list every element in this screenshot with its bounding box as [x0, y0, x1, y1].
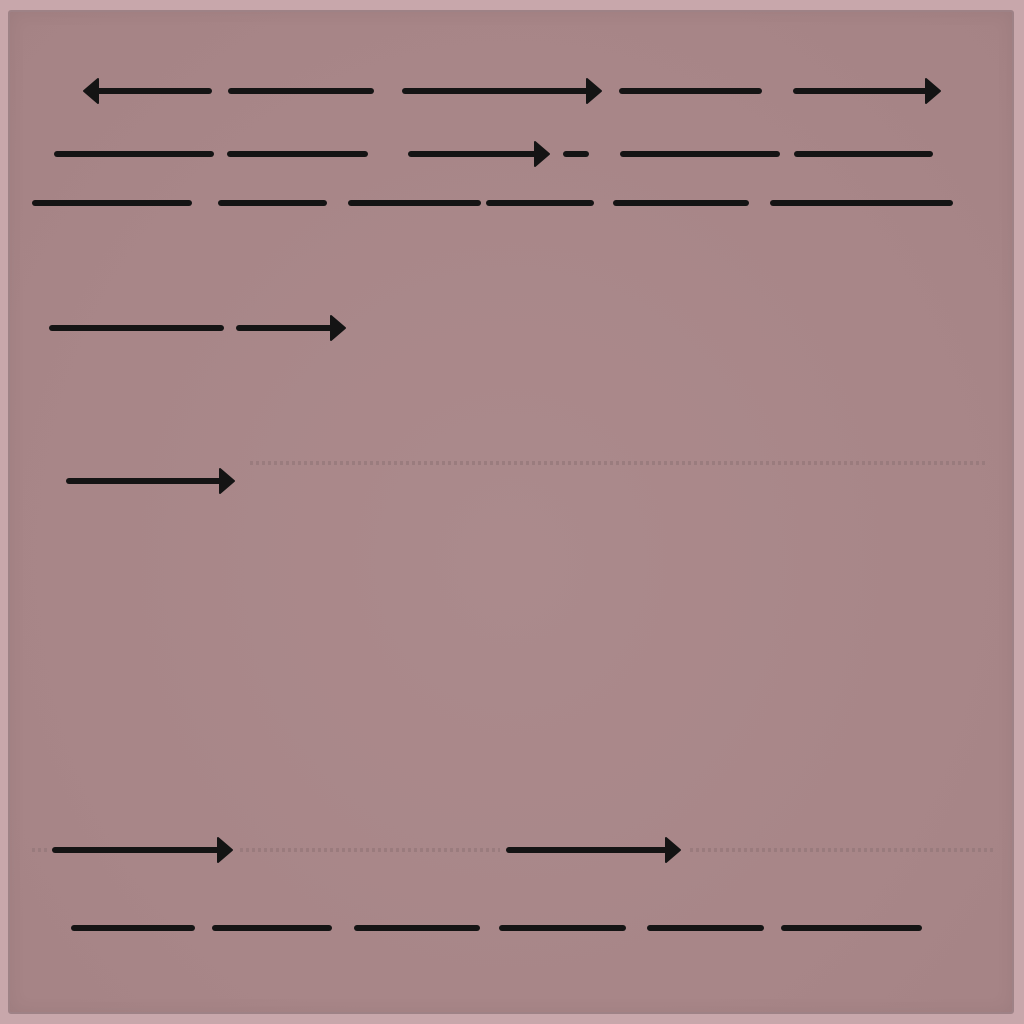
- row-4: [49, 315, 346, 341]
- row-1: [83, 78, 941, 104]
- arrow-head: [586, 78, 602, 104]
- arrow-right-icon: [402, 78, 602, 104]
- arrow-head: [330, 315, 346, 341]
- row-2: [54, 141, 933, 167]
- arrow-left-icon: [83, 78, 212, 104]
- arrow-right-icon: [52, 837, 233, 863]
- arrow-head: [925, 78, 941, 104]
- arrow-right-icon: [66, 468, 235, 494]
- arrow-right-icon: [793, 78, 941, 104]
- row-6: [32, 837, 996, 863]
- arrow-head: [217, 837, 233, 863]
- row-5: [66, 461, 988, 494]
- arrow-head: [534, 141, 550, 167]
- arrow-right-icon: [408, 141, 550, 167]
- arrow-head: [219, 468, 235, 494]
- arrow-head: [665, 837, 681, 863]
- arrow-right-icon: [236, 315, 346, 341]
- arrow-right-icon: [506, 837, 681, 863]
- board-panel: [8, 10, 1014, 1014]
- arrow-head: [83, 78, 99, 104]
